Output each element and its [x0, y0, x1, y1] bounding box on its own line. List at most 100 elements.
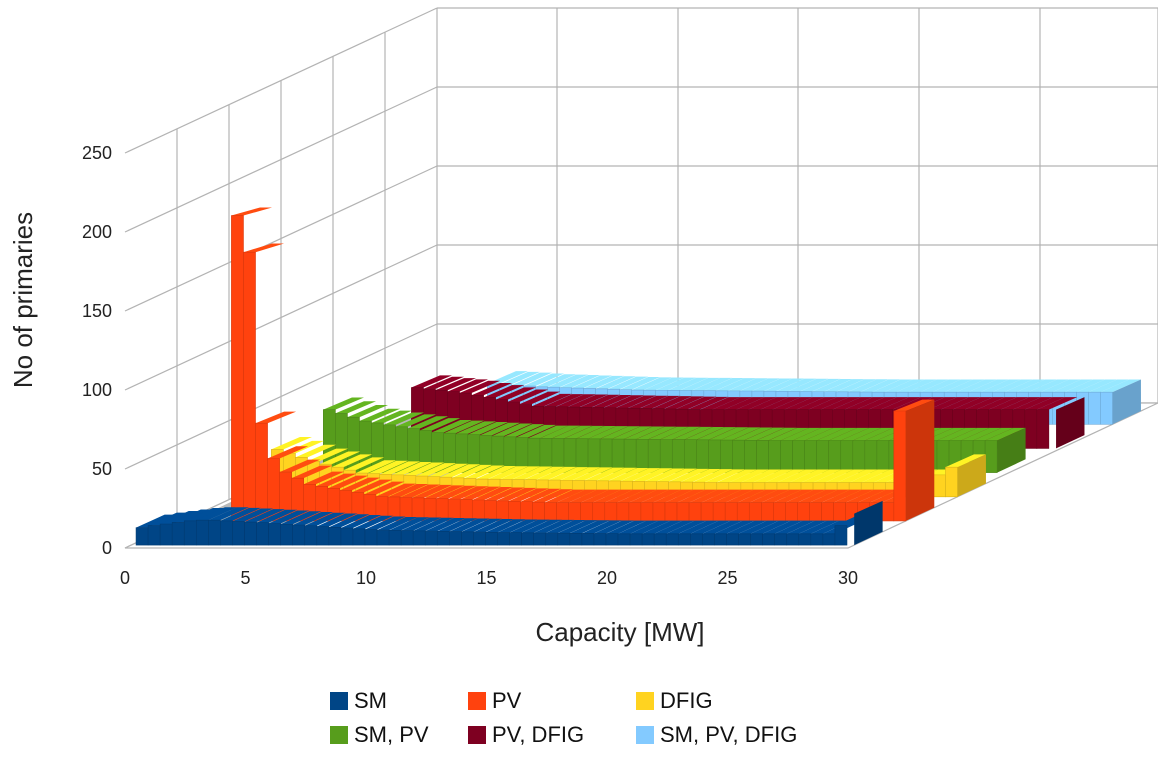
- bar-top: [944, 379, 985, 393]
- bar-front: [684, 439, 697, 473]
- legend-swatch: [636, 726, 654, 744]
- bar-top: [740, 469, 782, 483]
- bar-front: [388, 530, 402, 546]
- bar-top: [335, 401, 376, 414]
- bar-front: [677, 533, 691, 546]
- bar-top: [515, 424, 557, 438]
- bar-top: [744, 427, 785, 441]
- bar-front: [255, 422, 268, 522]
- bar-front: [712, 502, 726, 522]
- bar-top: [327, 475, 369, 489]
- axes: 0 50 100 150 200 250 0 5 10 15 20 25 30: [82, 143, 858, 588]
- bar-top: [660, 426, 701, 440]
- legend-label: SM: [354, 688, 387, 713]
- legend-item: SM, PV, DFIG: [636, 722, 836, 748]
- bar-top: [880, 397, 921, 410]
- bar-front: [864, 440, 878, 473]
- bar-top: [749, 489, 790, 503]
- bar-top: [836, 379, 877, 392]
- bar-top: [636, 426, 677, 440]
- bar-front: [545, 532, 559, 546]
- bar-top: [539, 425, 581, 439]
- bar-front: [557, 532, 571, 546]
- bar-top: [364, 516, 406, 530]
- bar-front: [881, 502, 895, 522]
- bar-top: [852, 427, 894, 441]
- legend: SM PV DFIG SM, PV PV, DFIG SM, PV, DFIG: [330, 688, 890, 748]
- bar-top: [600, 426, 641, 439]
- bar-top: [595, 376, 637, 389]
- y-tick-label: 50: [92, 459, 112, 479]
- bar-front: [231, 215, 244, 522]
- x-tick-label: 5: [240, 568, 250, 588]
- bar-front: [768, 440, 781, 473]
- bar-top: [511, 372, 553, 386]
- bar-front: [279, 471, 292, 522]
- bar-top: [702, 520, 743, 534]
- bar-front: [762, 533, 775, 546]
- bar-top: [1076, 379, 1117, 393]
- bar-top: [184, 507, 225, 521]
- bar-top: [596, 467, 637, 481]
- bar-top: [427, 463, 469, 477]
- bar-top: [483, 385, 525, 398]
- bar-top: [763, 378, 805, 392]
- bar-top: [773, 489, 814, 503]
- bar-top: [725, 489, 766, 503]
- bar-front: [473, 531, 486, 546]
- bar-top: [618, 520, 659, 534]
- bar-front: [690, 533, 703, 546]
- bar-top: [331, 454, 373, 468]
- bar-top: [648, 426, 689, 440]
- bar-top: [639, 395, 681, 409]
- y-tick-label: 150: [82, 301, 112, 321]
- bar-front: [671, 439, 685, 473]
- bar-top: [780, 427, 822, 441]
- bar-top: [557, 520, 599, 534]
- bar-front: [509, 532, 522, 546]
- bar-top: [937, 427, 978, 441]
- bar-top: [400, 484, 441, 498]
- bar-top: [772, 397, 813, 410]
- bar-front: [876, 440, 890, 473]
- bar-top: [488, 466, 529, 480]
- bar-top: [1040, 379, 1081, 393]
- bar-top: [443, 420, 485, 434]
- bar-top: [559, 375, 601, 388]
- bar-top: [808, 397, 849, 410]
- bar-top: [512, 466, 553, 480]
- bar-top: [811, 378, 853, 392]
- bar-top: [419, 418, 461, 431]
- bar-front: [933, 474, 946, 498]
- bar-front: [412, 530, 426, 546]
- bar-top: [412, 484, 453, 498]
- bar-front: [780, 440, 793, 473]
- x-tick-label: 15: [476, 568, 496, 588]
- bar-top: [375, 483, 417, 497]
- bar-top: [940, 397, 982, 410]
- bar-front: [424, 530, 438, 546]
- bar-front: [702, 533, 715, 546]
- series-pv: [231, 207, 935, 522]
- bar-top: [196, 507, 237, 521]
- bar-top: [340, 515, 382, 529]
- bar-top: [439, 464, 481, 478]
- bar-top: [377, 517, 418, 531]
- bar-top: [798, 520, 840, 534]
- bar-top: [857, 489, 899, 503]
- bar-side: [957, 454, 986, 497]
- legend-swatch: [330, 726, 348, 744]
- bar-top: [424, 485, 465, 499]
- bar-top: [668, 468, 710, 482]
- bar-top: [304, 512, 346, 526]
- bar-top: [471, 382, 513, 396]
- bar-front: [340, 527, 354, 546]
- bar-front: [364, 529, 378, 546]
- bar-top: [764, 469, 806, 483]
- bar-top: [652, 489, 694, 503]
- bar-top: [727, 378, 769, 391]
- bar-top: [316, 513, 358, 527]
- bar-front: [732, 439, 745, 473]
- bar-front: [532, 501, 545, 522]
- bar-front: [496, 500, 509, 522]
